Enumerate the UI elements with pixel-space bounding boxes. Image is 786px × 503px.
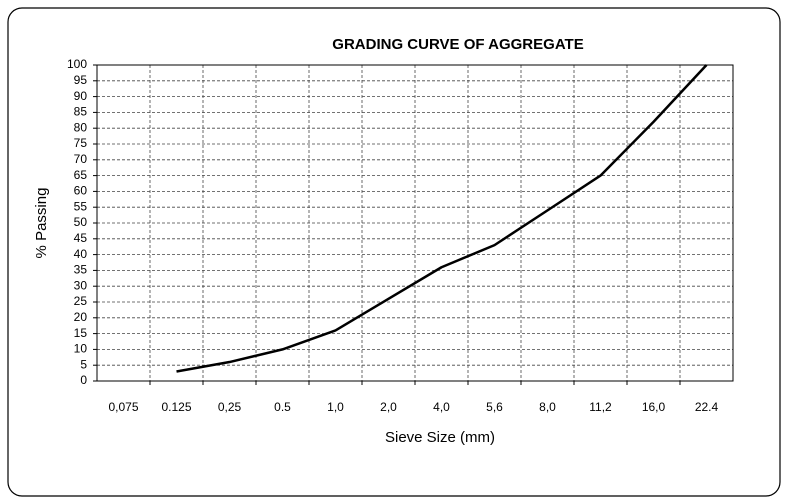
y-tick-label: 40	[74, 247, 88, 261]
x-tick-label: 22.4	[695, 400, 719, 414]
plot-frame	[96, 64, 734, 382]
x-tick-label: 1,0	[327, 400, 344, 414]
y-tick-label: 0	[80, 373, 87, 387]
y-tick-label: 90	[74, 89, 88, 103]
y-tick-label: 100	[67, 57, 87, 71]
chart-title: GRADING CURVE OF AGGREGATE	[332, 36, 583, 53]
y-tick-label: 85	[74, 105, 88, 119]
x-tick-label: 11,2	[589, 400, 612, 414]
chart-frame	[7, 7, 781, 497]
x-tick-label: 5,6	[486, 400, 503, 414]
y-tick-label: 65	[74, 168, 88, 182]
y-tick-label: 10	[74, 342, 88, 356]
data-line	[176, 64, 708, 373]
x-tick-label: 4,0	[433, 400, 450, 414]
y-tick-label: 80	[74, 120, 88, 134]
y-tick-label: 5	[80, 357, 87, 371]
x-tick-label: 0.125	[161, 400, 191, 414]
x-axis-label: Sieve Size (mm)	[385, 429, 495, 446]
y-tick-label: 55	[74, 199, 88, 213]
y-tick-label: 75	[74, 136, 88, 150]
x-tick-label: 0,075	[108, 400, 138, 414]
x-tick-label: 0,25	[218, 400, 242, 414]
y-tick-label: 50	[74, 215, 88, 229]
y-tick-label: 35	[74, 263, 88, 277]
y-tick-label: 70	[74, 152, 88, 166]
y-tick-label: 15	[74, 326, 88, 340]
y-tick-label: 95	[74, 73, 88, 87]
x-tick-label: 8,0	[539, 400, 556, 414]
x-tick-label: 0.5	[274, 400, 291, 414]
y-axis-label: % Passing	[33, 188, 50, 259]
x-tick-label: 16,0	[642, 400, 666, 414]
x-tick-label: 2,0	[380, 400, 397, 414]
y-tick-label: 45	[74, 231, 88, 245]
y-tick-label: 60	[74, 184, 88, 198]
y-tick-label: 20	[74, 310, 88, 324]
y-tick-label: 30	[74, 278, 88, 292]
y-tick-label: 25	[74, 294, 88, 308]
